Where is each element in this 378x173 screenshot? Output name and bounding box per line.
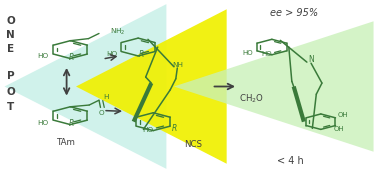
Text: R: R xyxy=(172,124,177,133)
Text: E: E xyxy=(7,44,14,54)
Text: O: O xyxy=(99,110,104,116)
Text: CH$_2$O: CH$_2$O xyxy=(239,92,263,105)
Text: P: P xyxy=(7,71,14,81)
Text: TAm: TAm xyxy=(57,138,76,147)
Text: NH$_2$: NH$_2$ xyxy=(110,27,125,37)
Text: HO: HO xyxy=(142,127,153,133)
Text: HO: HO xyxy=(37,53,48,60)
Polygon shape xyxy=(5,4,166,169)
Text: HO: HO xyxy=(262,51,272,57)
Text: O: O xyxy=(6,16,15,26)
Text: T: T xyxy=(7,102,14,112)
Text: OH: OH xyxy=(338,112,348,118)
Text: ee > 95%: ee > 95% xyxy=(270,8,319,18)
Text: R: R xyxy=(139,50,144,59)
Text: N: N xyxy=(6,30,15,40)
Text: HO: HO xyxy=(107,51,118,57)
Text: OH: OH xyxy=(333,126,344,132)
Text: < 4 h: < 4 h xyxy=(277,156,304,166)
Polygon shape xyxy=(174,21,373,152)
Text: HO: HO xyxy=(37,120,48,126)
Text: O: O xyxy=(6,87,15,97)
Text: R: R xyxy=(69,53,74,62)
Text: H: H xyxy=(103,94,108,100)
Text: NH: NH xyxy=(172,62,183,68)
Text: HO: HO xyxy=(242,50,253,56)
Polygon shape xyxy=(76,9,227,164)
Text: R: R xyxy=(69,119,74,128)
Text: N: N xyxy=(308,55,314,64)
Text: NCS: NCS xyxy=(184,140,202,149)
